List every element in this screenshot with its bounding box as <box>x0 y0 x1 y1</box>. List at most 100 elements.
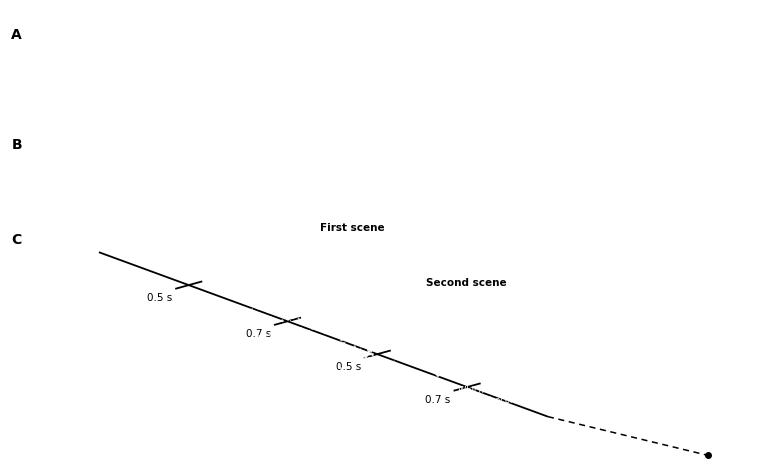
Point <box>135 136 148 143</box>
Point <box>680 58 692 65</box>
Point <box>405 323 417 330</box>
Point <box>164 136 177 143</box>
Point <box>406 188 418 195</box>
Point <box>253 152 265 159</box>
Point <box>74 51 86 59</box>
Point <box>68 165 81 173</box>
Point <box>103 13 116 20</box>
Point <box>413 39 425 46</box>
Point <box>654 190 667 197</box>
Point <box>641 26 653 33</box>
Point <box>404 142 416 149</box>
Point <box>97 61 110 68</box>
Point <box>659 127 671 135</box>
Point <box>640 188 652 196</box>
Point <box>434 100 446 107</box>
Point <box>75 186 88 194</box>
Point <box>157 86 169 93</box>
Point <box>670 21 682 29</box>
Point <box>425 59 437 66</box>
Point <box>262 162 274 170</box>
Point <box>555 140 567 148</box>
Point <box>122 63 134 70</box>
Point <box>107 178 119 186</box>
Point <box>657 203 669 211</box>
Point <box>152 93 164 100</box>
Point <box>651 90 663 98</box>
Point <box>273 165 285 173</box>
Point <box>652 97 664 105</box>
Point <box>104 25 116 32</box>
Text: 5): 5) <box>629 17 638 26</box>
Point <box>548 190 560 197</box>
Point <box>150 185 162 193</box>
Point <box>626 123 638 131</box>
Point <box>702 79 714 86</box>
Point <box>238 152 250 159</box>
Point <box>129 152 141 159</box>
Point <box>143 123 155 131</box>
Point <box>65 182 77 190</box>
Point <box>433 203 445 211</box>
Point <box>77 144 89 152</box>
Point <box>722 162 734 169</box>
Point <box>104 84 116 92</box>
Point <box>256 152 268 159</box>
Point <box>369 174 381 182</box>
Point <box>276 182 288 190</box>
Point <box>707 60 719 68</box>
Point <box>364 340 376 348</box>
Point <box>667 20 679 28</box>
Point <box>524 195 537 202</box>
Point <box>152 132 164 139</box>
Point <box>408 80 420 88</box>
Point <box>520 137 532 145</box>
Point <box>377 185 389 192</box>
Text: 0.5 s: 0.5 s <box>147 293 172 303</box>
Point <box>705 48 718 56</box>
Point <box>347 371 359 379</box>
Point <box>402 387 414 394</box>
Point <box>262 308 274 316</box>
Point <box>567 64 579 72</box>
Point <box>521 193 533 200</box>
Point <box>514 135 526 142</box>
Point <box>98 151 110 158</box>
Point <box>318 276 330 283</box>
Point <box>638 61 651 69</box>
Point <box>532 92 544 99</box>
Point <box>626 178 638 185</box>
Point <box>673 176 686 184</box>
Point <box>400 142 412 149</box>
Point <box>233 156 245 163</box>
Point <box>84 187 96 194</box>
Point <box>152 80 164 87</box>
Point <box>147 140 159 147</box>
Point <box>686 60 699 67</box>
Point <box>659 188 671 196</box>
Point <box>545 194 557 201</box>
Point <box>425 383 438 390</box>
Point <box>568 174 580 182</box>
Point <box>569 164 581 172</box>
Point <box>639 44 651 51</box>
Point <box>354 269 366 276</box>
Point <box>404 186 416 193</box>
Point <box>355 357 367 365</box>
Point <box>425 306 438 313</box>
Point <box>366 92 378 100</box>
Point <box>256 172 269 179</box>
Point <box>514 29 526 37</box>
Point <box>267 46 279 53</box>
Point <box>376 102 388 110</box>
Point <box>115 132 127 140</box>
Point <box>304 356 317 363</box>
Point <box>347 305 359 312</box>
Point <box>505 80 517 87</box>
Point <box>290 292 302 299</box>
Point <box>262 176 274 183</box>
Point <box>636 185 648 193</box>
Point <box>655 179 667 186</box>
Point <box>660 71 672 78</box>
Point <box>560 144 572 151</box>
